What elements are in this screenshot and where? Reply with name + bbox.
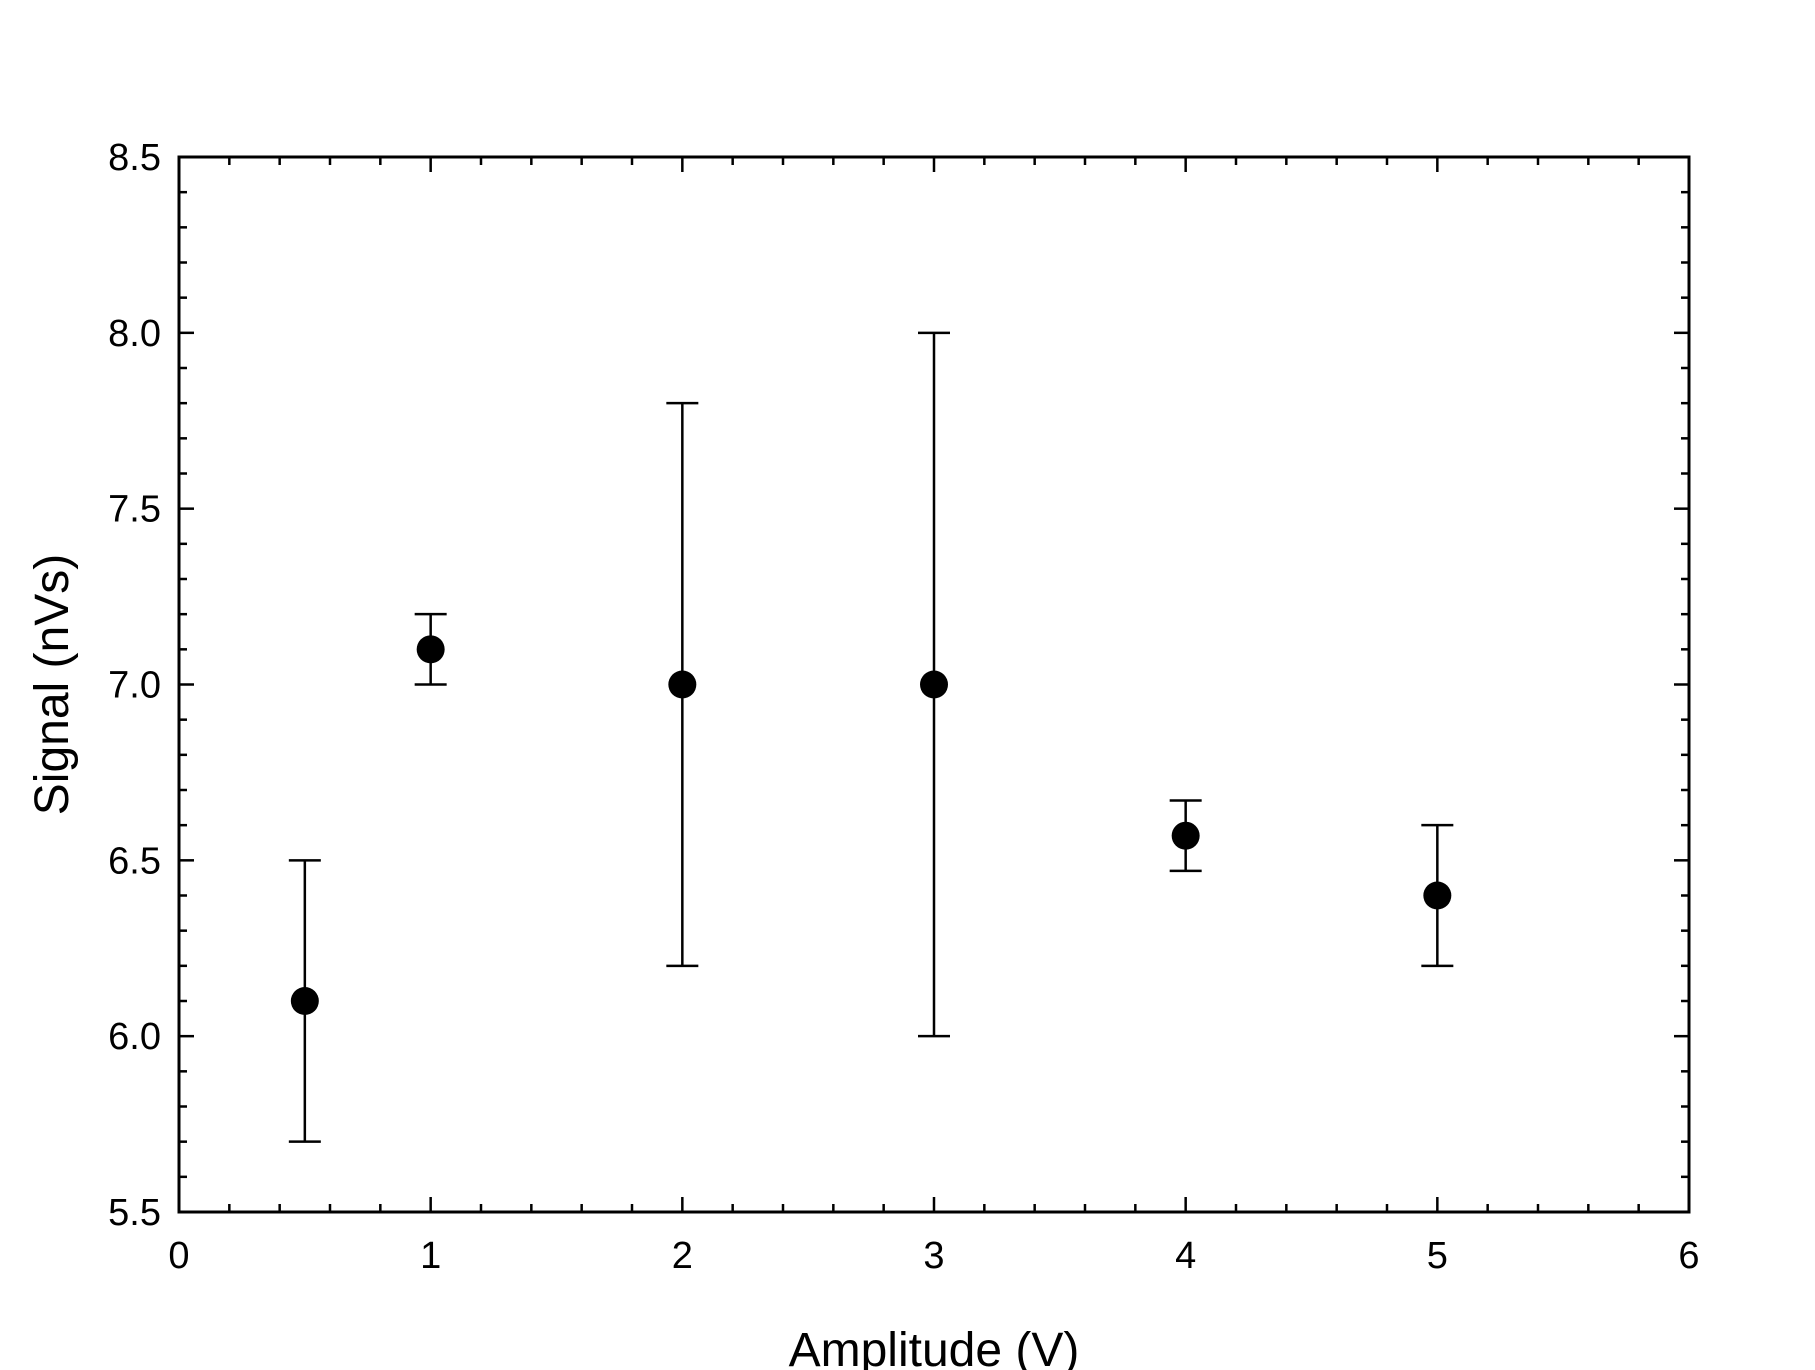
x-tick-labels: 0 1 2 3 4 5 6	[168, 1235, 1699, 1277]
x-tick-label: 2	[672, 1235, 693, 1277]
y-tick-label: 8.5	[108, 137, 161, 179]
x-tick-label: 3	[923, 1235, 944, 1277]
data-points	[290, 635, 1452, 1015]
y-tick-label: 5.5	[108, 1192, 161, 1234]
x-axis-title: Amplitude (V)	[789, 1324, 1080, 1370]
x-tick-label: 0	[168, 1235, 189, 1277]
data-point	[1171, 821, 1200, 850]
y-tick-label: 8.0	[108, 313, 161, 355]
data-point	[668, 670, 697, 699]
y-tick-label: 7.5	[108, 489, 161, 531]
data-point	[416, 635, 445, 664]
data-point	[920, 670, 948, 699]
x-tick-label: 6	[1678, 1235, 1699, 1277]
y-tick-label: 7.0	[108, 665, 161, 707]
major-ticks	[177, 155, 1691, 1214]
minor-ticks	[179, 157, 1689, 1212]
x-tick-label: 4	[1175, 1235, 1196, 1277]
y-axis-title: Signal (nVs)	[26, 554, 79, 815]
x-tick-label: 5	[1427, 1235, 1448, 1277]
y-tick-label: 6.5	[108, 840, 161, 882]
x-tick-label: 1	[420, 1235, 441, 1277]
error-bars	[288, 331, 1454, 1143]
data-point	[290, 987, 319, 1015]
y-tick-labels: 5.5 6.0 6.5 7.0 7.5 8.0 8.5	[108, 137, 161, 1234]
data-point	[1423, 881, 1452, 910]
y-tick-label: 6.0	[108, 1016, 161, 1058]
